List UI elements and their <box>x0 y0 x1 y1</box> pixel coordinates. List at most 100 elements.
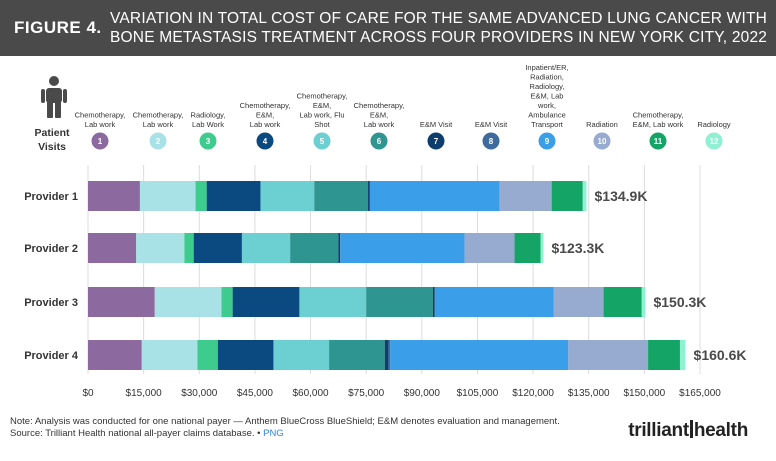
trilliant-health-logo: trilliant health <box>628 420 748 442</box>
legend-label-line: Lab work, Flu <box>299 111 344 120</box>
legend-swatch <box>705 132 723 150</box>
bar-segment-visit-4 <box>217 340 274 370</box>
legend-label-line: Lab work <box>143 120 174 129</box>
bar-segment-visit-12 <box>540 233 544 263</box>
bar-segment-visit-6 <box>366 287 433 317</box>
bar-segment-visit-6 <box>290 233 339 263</box>
bar-segment-visit-11 <box>648 340 680 370</box>
bar-segment-visit-1 <box>88 181 140 211</box>
legend-label-line: Chemotherapy, <box>240 101 291 110</box>
legend-label-line: Transport <box>531 120 564 129</box>
figure-title-line-1: VARIATION IN TOTAL COST OF CARE FOR THE … <box>110 10 768 27</box>
legend-item-12: Radiology 12 <box>697 120 731 150</box>
legend-swatch <box>427 132 445 150</box>
bar-segment-visit-3 <box>221 287 233 317</box>
x-tick-label: $30,000 <box>181 388 218 399</box>
legend-number: 12 <box>710 137 719 146</box>
x-tick-label: $75,000 <box>348 388 385 399</box>
bar-segment-visit-5 <box>260 181 315 211</box>
bar-segment-visit-5 <box>299 287 367 317</box>
legend-label-line: Inpatient/ER, <box>525 63 568 72</box>
legend-label-line: Radiology, <box>191 111 226 120</box>
legend-item-9: Inpatient/ER,Radiation,Radiology,E&M, La… <box>525 63 569 150</box>
legend-item-4: Chemotherapy,E&M,Lab work 4 <box>240 101 291 150</box>
legend-number: 9 <box>545 137 550 146</box>
legend-item-10: Radiation 10 <box>586 120 618 150</box>
legend-label-line: Ambulance <box>528 111 566 120</box>
legend-label-line: E&M Visit <box>420 120 453 129</box>
x-tick-label: $45,000 <box>237 388 274 399</box>
bar-segment-visit-1 <box>88 233 137 263</box>
legend-label-line: E&M, <box>370 111 388 120</box>
bar-segment-visit-10 <box>553 287 604 317</box>
bar-segment-visit-11 <box>551 181 583 211</box>
bar-segment-visit-1 <box>88 287 155 317</box>
legend-label-line: E&M, Lab work <box>633 120 684 129</box>
legend-label-line: Lab work <box>85 120 116 129</box>
footer: Note: Analysis was conducted for one nat… <box>10 416 610 440</box>
legend-swatch <box>482 132 500 150</box>
x-tick-label: $90,000 <box>404 388 441 399</box>
x-tick-label: $165,000 <box>679 388 721 399</box>
bar-segment-visit-9 <box>434 287 554 317</box>
legend-label-line: Chemotherapy, <box>354 101 405 110</box>
figure-header: FIGURE 4. VARIATION IN TOTAL COST OF CAR… <box>0 0 776 56</box>
bar-segment-visit-3 <box>195 181 207 211</box>
bar-row-1 <box>88 181 587 211</box>
bar-segment-visit-1 <box>88 340 142 370</box>
bar-segment-visit-4 <box>206 181 261 211</box>
patient-visits-label-1: Patient <box>34 127 70 139</box>
bar-segment-visit-8 <box>388 340 391 370</box>
total-label: $134.9K <box>595 188 648 204</box>
legend-label-line: Chemotherapy, <box>297 92 348 101</box>
legend-swatch <box>593 132 611 150</box>
provider-label: Provider 1 <box>24 191 78 203</box>
logo-text-1: trilliant <box>628 420 689 441</box>
legend-number: 7 <box>434 137 439 146</box>
legend-number: 3 <box>206 137 211 146</box>
legend-label-line: Lab work <box>364 120 395 129</box>
bar-segment-visit-12 <box>582 181 587 211</box>
legend-label-line: E&M Visit <box>475 120 508 129</box>
legend-swatch <box>370 132 388 150</box>
legend-label-line: Lab Work <box>192 120 224 129</box>
bar-row-2 <box>88 233 544 263</box>
legend-item-6: Chemotherapy,E&M,Lab work 6 <box>354 101 405 150</box>
bar-segment-visit-12 <box>641 287 646 317</box>
legend-swatch <box>313 132 331 150</box>
figure-title-line-2: BONE METASTASIS TREATMENT ACROSS FOUR PR… <box>110 29 768 46</box>
bar-segment-visit-10 <box>568 340 649 370</box>
legend-item-11: Chemotherapy,E&M, Lab work 11 <box>633 111 684 150</box>
legend-number: 10 <box>598 137 607 146</box>
legend-number: 4 <box>263 137 268 146</box>
legend-label-line: E&M, <box>256 111 274 120</box>
figure-label: FIGURE 4. <box>14 18 102 37</box>
total-label: $123.3K <box>551 240 604 256</box>
bar-row-4 <box>88 340 686 370</box>
footer-source-line: Source: Trilliant Health national all-pa… <box>10 428 610 440</box>
x-tick-label: $135,000 <box>568 388 610 399</box>
provider-label: Provider 3 <box>24 297 78 309</box>
bar-segment-visit-5 <box>241 233 291 263</box>
footer-separator: • <box>257 428 261 439</box>
legend-label-line: Chemotherapy, <box>75 111 126 120</box>
bar-segment-visit-11 <box>603 287 642 317</box>
bar-segment-visit-7 <box>384 340 389 370</box>
bar-segment-visit-9 <box>369 181 500 211</box>
logo-slash <box>689 420 693 438</box>
legend-number: 6 <box>377 137 382 146</box>
bar-segment-visit-2 <box>139 181 196 211</box>
bar-segment-visit-10 <box>499 181 552 211</box>
x-tick-label: $60,000 <box>292 388 329 399</box>
bar-segment-visit-4 <box>193 233 242 263</box>
legend-label-line: Radiation, <box>530 73 564 82</box>
figure-title: VARIATION IN TOTAL COST OF CARE FOR THE … <box>110 9 767 47</box>
bar-segment-visit-6 <box>329 340 385 370</box>
x-tick-label: $15,000 <box>126 388 163 399</box>
bar-segment-visit-3 <box>184 233 194 263</box>
png-link[interactable]: PNG <box>263 428 284 439</box>
legend-swatch <box>256 132 274 150</box>
bar-segment-visit-2 <box>141 340 198 370</box>
bar-segment-visit-2 <box>136 233 185 263</box>
